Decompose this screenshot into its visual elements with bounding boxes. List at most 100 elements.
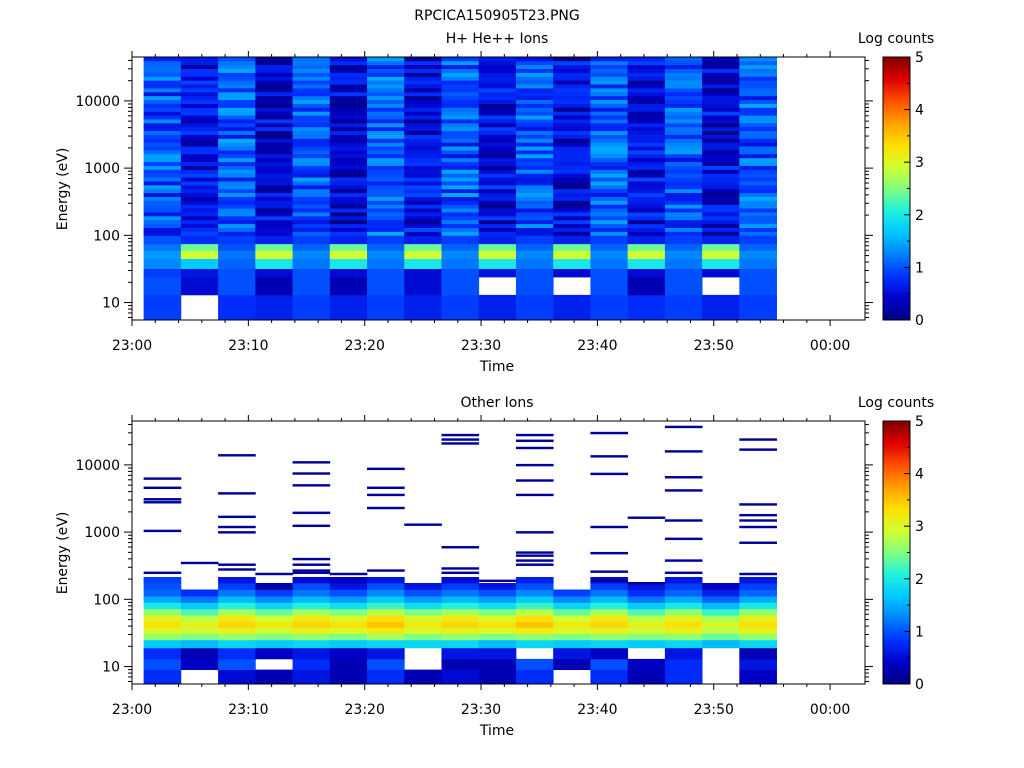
heatmap-cell — [255, 60, 293, 66]
heatmap-cell — [367, 153, 405, 159]
colorbar-segment — [883, 449, 910, 454]
heatmap-cell — [218, 188, 256, 194]
x-tick-label: 23:10 — [228, 702, 268, 718]
colorbar-segment — [883, 465, 910, 469]
heatmap-cell — [441, 153, 480, 159]
heatmap-cell — [702, 250, 740, 260]
heatmap-cell — [143, 658, 182, 671]
colorbar-segment — [883, 199, 910, 203]
heatmap-cell — [553, 250, 591, 260]
heatmap-cell — [292, 192, 331, 197]
heatmap-cell — [255, 572, 293, 576]
colorbar-segment — [883, 296, 910, 300]
heatmap-cell — [180, 173, 219, 178]
heatmap-cell — [180, 639, 219, 649]
heatmap-cell — [590, 64, 629, 70]
heatmap-cell — [478, 115, 517, 120]
heatmap-cell — [367, 161, 405, 166]
heatmap-cell — [553, 130, 591, 135]
colorbar-segment — [883, 209, 910, 213]
heatmap-cell — [664, 615, 703, 622]
heatmap-cell — [702, 80, 740, 85]
heatmap-cell — [627, 208, 666, 213]
heatmap-cell — [367, 639, 405, 649]
heatmap-cell — [739, 250, 777, 260]
heatmap-cell — [739, 227, 777, 232]
heatmap-cell — [515, 76, 554, 81]
heatmap-cell — [218, 223, 256, 228]
heatmap-cell — [515, 72, 554, 77]
heatmap-cell — [515, 208, 554, 213]
heatmap-cell — [367, 188, 405, 194]
x-tick-label: 00:00 — [810, 702, 850, 718]
heatmap-cell — [143, 571, 182, 575]
heatmap-cell — [143, 60, 182, 66]
heatmap-cell — [218, 589, 256, 597]
heatmap-cell — [180, 95, 219, 101]
heatmap-cell — [329, 181, 368, 186]
colorbar-segment — [883, 59, 910, 63]
heatmap-cell — [478, 80, 517, 85]
heatmap-cell — [590, 122, 629, 128]
heatmap-cell — [218, 276, 256, 296]
heatmap-cell — [404, 177, 442, 182]
colorbar-segment — [883, 612, 910, 617]
heatmap-cell — [404, 219, 442, 225]
heatmap-cell — [218, 157, 256, 163]
heatmap-cell — [441, 196, 480, 201]
heatmap-cell — [627, 76, 666, 81]
heatmap-cell — [553, 596, 591, 603]
heatmap-cell — [739, 84, 777, 89]
heatmap-cell — [553, 126, 591, 132]
colorbar-segment — [883, 442, 910, 446]
heatmap-cell — [180, 72, 219, 77]
heatmap-cell — [143, 633, 182, 641]
heatmap-cell — [441, 150, 480, 155]
heatmap-cell — [143, 188, 182, 194]
heatmap-cell — [478, 134, 517, 139]
heatmap-cell — [702, 173, 740, 178]
heatmap-cell — [664, 68, 703, 73]
heatmap-cell — [143, 589, 182, 597]
heatmap-cell — [329, 138, 368, 143]
heatmap-cell — [255, 84, 293, 89]
heatmap-cell — [590, 169, 629, 174]
heatmap-cell — [367, 60, 405, 66]
heatmap-cell — [441, 235, 480, 245]
heatmap-cell — [329, 68, 368, 73]
heatmap-cell — [404, 188, 442, 194]
heatmap-cell — [255, 99, 293, 104]
heatmap-cell — [218, 68, 256, 73]
heatmap-cell — [553, 204, 591, 209]
colorbar-segment — [883, 447, 910, 451]
heatmap-cell — [702, 602, 740, 610]
heatmap-cell — [255, 258, 293, 269]
colorbar-segment — [883, 531, 910, 535]
heatmap-cell — [627, 157, 666, 163]
heatmap-cell — [255, 57, 293, 62]
heatmap-cell — [180, 84, 219, 89]
heatmap-cell — [702, 142, 740, 147]
heatmap-cell — [292, 250, 331, 260]
heatmap-cell — [329, 204, 368, 209]
x-tick-label: 00:00 — [810, 338, 850, 354]
heatmap-cell — [627, 215, 666, 221]
heatmap-cell — [143, 608, 182, 616]
heatmap-cell — [218, 525, 256, 529]
heatmap-cell — [515, 138, 554, 143]
heatmap-cell — [329, 200, 368, 205]
heatmap-cell — [218, 119, 256, 124]
heatmap-cell — [515, 115, 554, 120]
heatmap-cell — [143, 208, 182, 213]
heatmap-cell — [702, 150, 740, 155]
heatmap-cell — [664, 519, 703, 522]
colorbar-segment — [883, 673, 910, 677]
heatmap-cell — [143, 192, 182, 197]
heatmap-cell — [515, 95, 554, 101]
colorbar-segment — [883, 272, 910, 276]
heatmap-cell — [143, 212, 182, 217]
colorbar-segment — [883, 623, 910, 627]
heatmap-cell — [441, 84, 480, 89]
heatmap-cell — [739, 91, 777, 97]
colorbar-segment — [883, 238, 910, 242]
